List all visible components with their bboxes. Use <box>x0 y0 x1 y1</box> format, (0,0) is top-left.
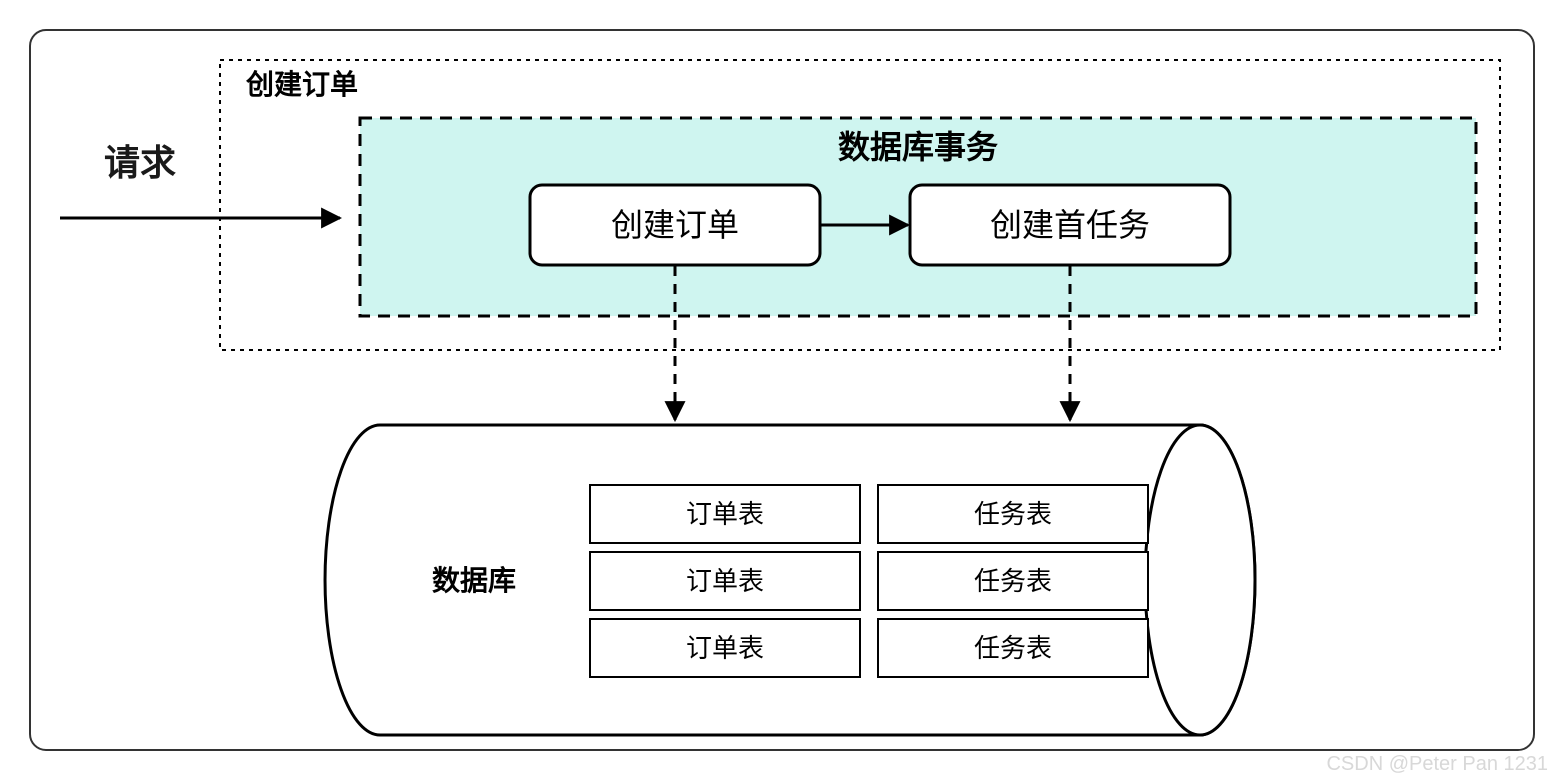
database-title: 数据库 <box>432 565 516 596</box>
db-cell-label-0-0: 订单表 <box>686 499 764 529</box>
db-cell-label-1-0: 任务表 <box>974 499 1052 529</box>
db-cell-label-0-2: 订单表 <box>686 633 764 663</box>
request-label: 请求 <box>104 142 176 183</box>
transaction-title: 数据库事务 <box>838 129 998 165</box>
create-order-title: 创建订单 <box>245 69 358 100</box>
db-cell-label-1-1: 任务表 <box>974 566 1052 596</box>
step-create-order-label: 创建订单 <box>611 207 739 243</box>
db-cell-label-1-2: 任务表 <box>974 633 1052 663</box>
step-create-first-task-label: 创建首任务 <box>990 207 1150 243</box>
watermark: CSDN @Peter Pan 1231 <box>1326 753 1548 775</box>
db-cell-label-0-1: 订单表 <box>686 566 764 596</box>
